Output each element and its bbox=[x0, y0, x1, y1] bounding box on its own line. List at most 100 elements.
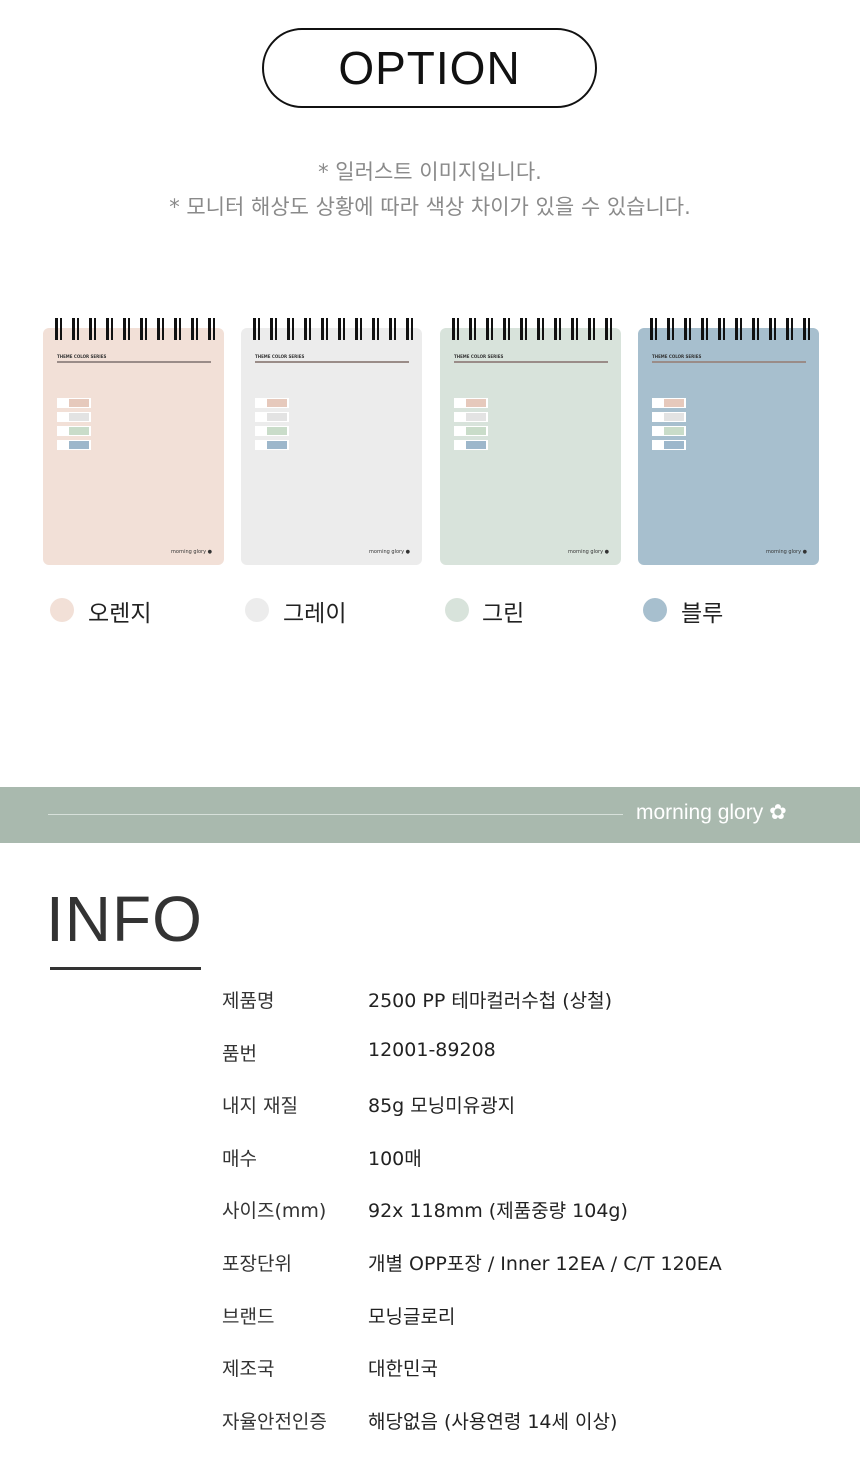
spiral-ring bbox=[667, 318, 674, 340]
cover-title: THEME COLOR SERIES bbox=[652, 354, 702, 359]
swatch bbox=[255, 412, 289, 422]
swatch bbox=[57, 412, 91, 422]
color-note: * 모니터 해상도 상황에 따라 색상 차이가 있을 수 있습니다. bbox=[169, 195, 691, 219]
info-key: 브랜드 bbox=[222, 1305, 275, 1328]
spiral-ring bbox=[106, 318, 113, 340]
option-label: 그레이 bbox=[283, 601, 347, 627]
spiral-ring bbox=[486, 318, 493, 340]
spiral-ring bbox=[520, 318, 527, 340]
info-row: 자율안전인증 해당없음 (사용연령 14세 이상) bbox=[222, 1407, 842, 1437]
spiral-ring bbox=[355, 318, 362, 340]
spiral-ring bbox=[605, 318, 612, 340]
cover-brand: morning glory ● bbox=[568, 549, 609, 555]
info-row: 내지 재질 85g 모닝미유광지 bbox=[222, 1091, 842, 1121]
color-dot bbox=[643, 598, 667, 622]
info-title: INFO bbox=[46, 883, 203, 955]
cover-title: THEME COLOR SERIES bbox=[255, 354, 305, 359]
spiral-ring bbox=[253, 318, 260, 340]
spiral-ring bbox=[406, 318, 413, 340]
spiral-ring bbox=[389, 318, 396, 340]
spiral-ring bbox=[140, 318, 147, 340]
swatch bbox=[57, 440, 91, 450]
swatch bbox=[652, 398, 686, 408]
info-row: 제품명 2500 PP 테마컬러수첩 (상철) bbox=[222, 986, 842, 1016]
spiral-ring bbox=[287, 318, 294, 340]
cover-title: THEME COLOR SERIES bbox=[454, 354, 504, 359]
spiral-ring bbox=[321, 318, 328, 340]
spiral-ring bbox=[452, 318, 459, 340]
info-key: 매수 bbox=[222, 1147, 257, 1170]
cover-line bbox=[454, 361, 608, 363]
notebook-cover: THEME COLOR SERIES morning glory ● bbox=[440, 328, 621, 565]
spiral-ring bbox=[174, 318, 181, 340]
swatch bbox=[652, 426, 686, 436]
spiral-ring bbox=[89, 318, 96, 340]
spiral-ring bbox=[503, 318, 510, 340]
spiral-ring bbox=[650, 318, 657, 340]
spiral-ring bbox=[72, 318, 79, 340]
info-underline bbox=[50, 967, 201, 970]
info-key: 사이즈(mm) bbox=[222, 1200, 327, 1223]
spiral-ring bbox=[769, 318, 776, 340]
info-row: 매수 100매 bbox=[222, 1144, 842, 1174]
flower-icon: ✿ bbox=[769, 801, 787, 824]
info-value: 100매 bbox=[368, 1147, 422, 1170]
info-value: 해당없음 (사용연령 14세 이상) bbox=[368, 1410, 618, 1433]
cover-brand: morning glory ● bbox=[171, 549, 212, 555]
cover-line bbox=[652, 361, 806, 363]
spiral-ring bbox=[537, 318, 544, 340]
option-label: 블루 bbox=[681, 601, 724, 627]
swatch bbox=[454, 426, 488, 436]
notebook-1: THEME COLOR SERIES morning glory ● bbox=[241, 318, 422, 565]
spiral-ring bbox=[571, 318, 578, 340]
info-value: 대한민국 bbox=[368, 1358, 438, 1381]
info-value: 85g 모닝미유광지 bbox=[368, 1095, 516, 1118]
color-dot bbox=[50, 598, 74, 622]
swatch bbox=[255, 398, 289, 408]
cover-title: THEME COLOR SERIES bbox=[57, 354, 107, 359]
cover-brand: morning glory ● bbox=[369, 549, 410, 555]
spiral-ring bbox=[554, 318, 561, 340]
spiral-ring bbox=[157, 318, 164, 340]
swatch bbox=[454, 412, 488, 422]
cover-line bbox=[57, 361, 211, 363]
info-row: 포장단위 개별 OPP포장 / Inner 12EA / C/T 120EA bbox=[222, 1249, 842, 1279]
illustration-note: * 일러스트 이미지입니다. bbox=[318, 160, 542, 184]
notebook-cover: THEME COLOR SERIES morning glory ● bbox=[43, 328, 224, 565]
info-value: 개별 OPP포장 / Inner 12EA / C/T 120EA bbox=[368, 1253, 722, 1275]
swatch bbox=[255, 440, 289, 450]
spiral-ring bbox=[803, 318, 810, 340]
swatch bbox=[652, 412, 686, 422]
info-key: 자율안전인증 bbox=[222, 1410, 327, 1433]
info-value: 92x 118mm (제품중량 104g) bbox=[368, 1200, 628, 1223]
notebook-cover: THEME COLOR SERIES morning glory ● bbox=[241, 328, 422, 565]
spiral-ring bbox=[718, 318, 725, 340]
brand-logo: morning glory ✿ bbox=[636, 801, 787, 824]
spiral-ring bbox=[786, 318, 793, 340]
info-key: 내지 재질 bbox=[222, 1095, 298, 1118]
option-label: 오렌지 bbox=[88, 601, 152, 627]
swatch bbox=[652, 440, 686, 450]
notebook-0: THEME COLOR SERIES morning glory ● bbox=[43, 318, 224, 565]
info-row: 품번 12001-89208 bbox=[222, 1039, 842, 1069]
swatch bbox=[454, 440, 488, 450]
info-key: 제조국 bbox=[222, 1358, 275, 1381]
swatch bbox=[454, 398, 488, 408]
spiral-ring bbox=[372, 318, 379, 340]
notebook-2: THEME COLOR SERIES morning glory ● bbox=[440, 318, 621, 565]
spiral-ring bbox=[191, 318, 198, 340]
info-row: 사이즈(mm) 92x 118mm (제품중량 104g) bbox=[222, 1196, 842, 1226]
swatch bbox=[255, 426, 289, 436]
option-label: 그린 bbox=[482, 601, 525, 627]
spiral-ring bbox=[208, 318, 215, 340]
info-key: 제품명 bbox=[222, 990, 275, 1012]
info-row: 제조국 대한민국 bbox=[222, 1354, 842, 1384]
brand-banner: morning glory ✿ bbox=[0, 787, 860, 843]
info-value: 2500 PP 테마컬러수첩 (상철) bbox=[368, 990, 613, 1012]
spiral-ring bbox=[701, 318, 708, 340]
spiral-ring bbox=[735, 318, 742, 340]
spiral-ring bbox=[588, 318, 595, 340]
spiral-ring bbox=[469, 318, 476, 340]
spiral-ring bbox=[270, 318, 277, 340]
info-row: 브랜드 모닝글로리 bbox=[222, 1302, 842, 1332]
